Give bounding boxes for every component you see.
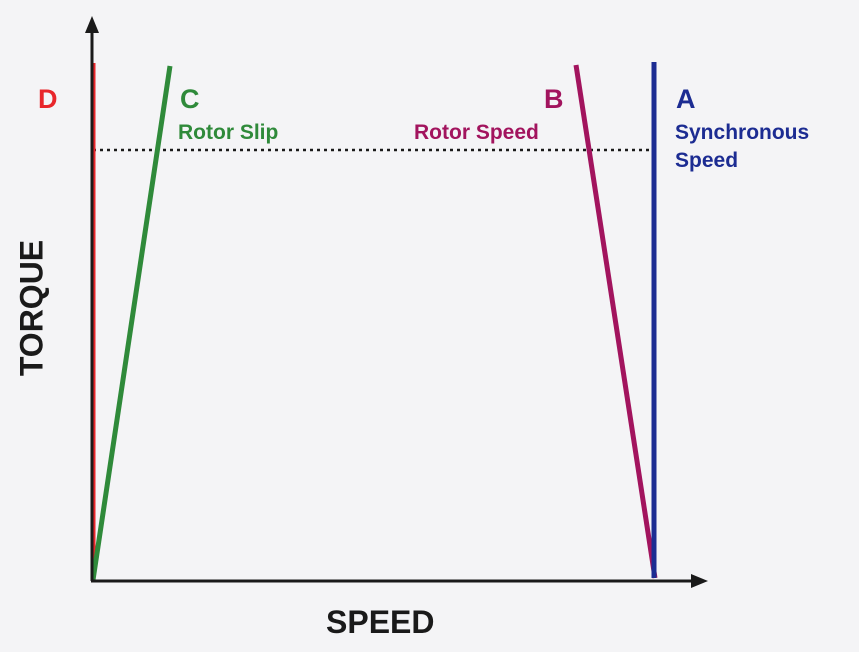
x-axis-arrowhead <box>691 574 708 588</box>
caption-synchronous-speed-1: Synchronous <box>675 121 810 144</box>
caption-rotor-slip: Rotor Slip <box>178 121 279 144</box>
caption-rotor-speed: Rotor Speed <box>414 121 539 144</box>
label-c: C <box>180 84 200 114</box>
x-axis-title: SPEED <box>326 604 435 640</box>
line-b <box>573 64 658 579</box>
label-d: D <box>38 84 58 114</box>
y-axis-arrowhead <box>85 16 99 33</box>
caption-synchronous-speed-2: Speed <box>675 149 739 172</box>
label-a: A <box>676 84 696 114</box>
y-axis-title: TORQUE <box>13 239 50 377</box>
line-c <box>90 65 173 581</box>
label-b: B <box>544 84 564 114</box>
